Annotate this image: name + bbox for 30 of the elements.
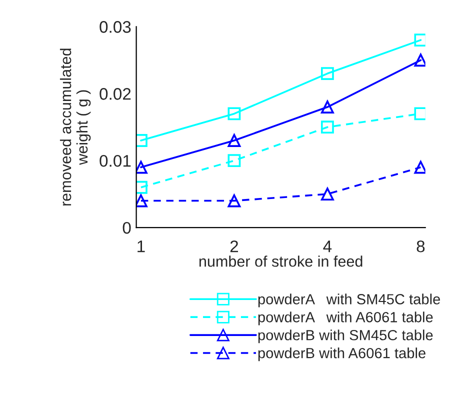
legend-label: powderB with SM45C table bbox=[258, 330, 433, 344]
legend-label: powderA with SM45C table bbox=[258, 294, 440, 308]
point bbox=[320, 188, 334, 201]
point bbox=[136, 134, 148, 147]
x-tick-label: 8 bbox=[416, 240, 425, 252]
point bbox=[136, 194, 148, 208]
x-axis-title: number of stroke in feed bbox=[199, 256, 362, 267]
point bbox=[414, 34, 426, 47]
y-axis-title: removeed accumulated weight ( g ) bbox=[60, 48, 91, 206]
point bbox=[414, 54, 426, 67]
point bbox=[320, 120, 334, 134]
x-tick-label: 2 bbox=[230, 240, 238, 252]
point bbox=[228, 154, 241, 168]
x-tick-label: 1 bbox=[138, 240, 145, 252]
legend-label: powderB with A6061 table bbox=[258, 348, 426, 362]
point bbox=[228, 134, 241, 147]
point bbox=[136, 180, 148, 194]
point bbox=[414, 160, 426, 174]
point bbox=[414, 107, 426, 120]
point bbox=[228, 194, 241, 208]
legend-label: powderA with A6061 table bbox=[258, 312, 433, 326]
point bbox=[228, 107, 241, 120]
point bbox=[136, 160, 148, 174]
x-tick-label: 4 bbox=[323, 240, 332, 252]
y-tick-label: 0.02 bbox=[100, 88, 131, 100]
point bbox=[320, 100, 334, 114]
y-tick-label: 0.03 bbox=[100, 21, 131, 33]
y-tick-label: 0.01 bbox=[100, 154, 131, 167]
y-tick-label: 0 bbox=[122, 222, 131, 234]
point bbox=[320, 67, 334, 80]
